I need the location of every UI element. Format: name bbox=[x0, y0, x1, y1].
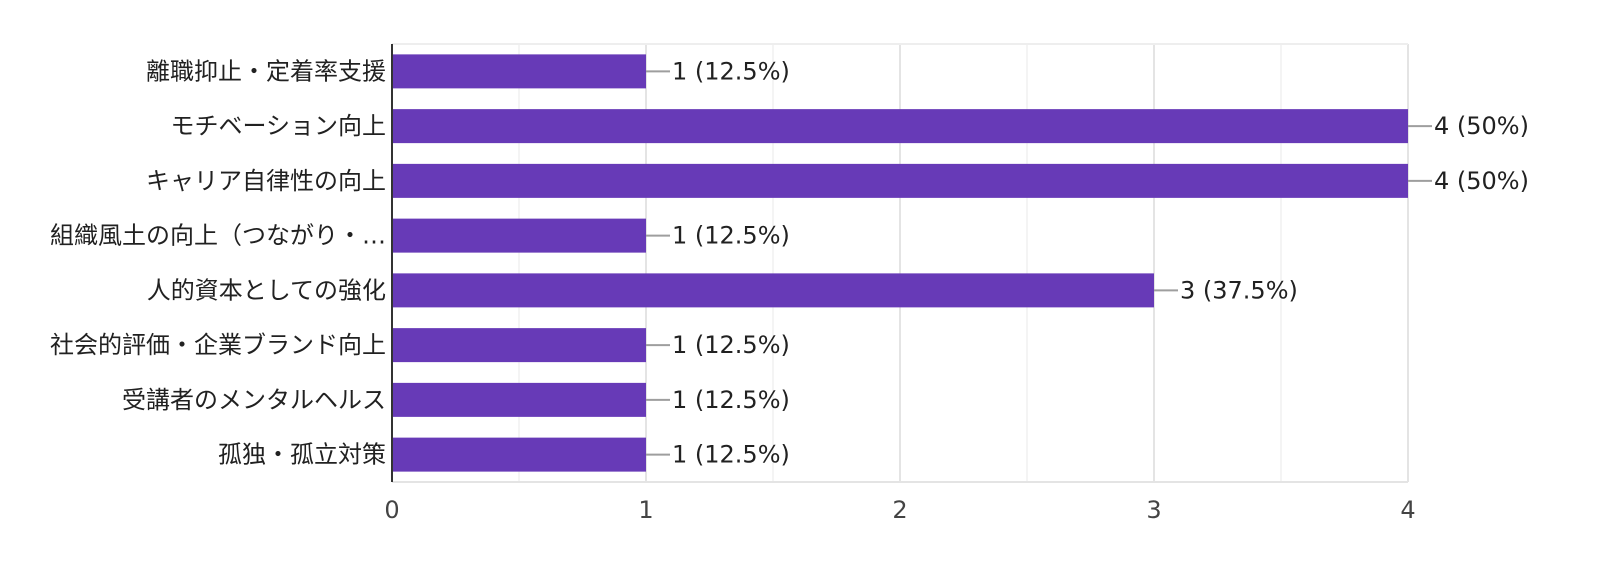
category-label: キャリア自律性の向上 bbox=[146, 167, 386, 195]
x-tick-label: 4 bbox=[1400, 496, 1415, 524]
data-label: 1 (12.5%) bbox=[672, 331, 790, 359]
bar bbox=[392, 54, 646, 89]
bar bbox=[392, 437, 646, 472]
bar bbox=[392, 273, 1154, 308]
data-label: 1 (12.5%) bbox=[672, 386, 790, 414]
bar bbox=[392, 163, 1408, 198]
data-label: 1 (12.5%) bbox=[672, 57, 790, 85]
category-label: 社会的評価・企業ブランド向上 bbox=[50, 331, 386, 359]
data-label: 3 (37.5%) bbox=[1180, 276, 1298, 304]
bars bbox=[392, 54, 1408, 472]
x-tick-label: 0 bbox=[384, 496, 399, 524]
category-label: 離職抑止・定着率支援 bbox=[146, 57, 386, 85]
category-label: 人的資本としての強化 bbox=[147, 276, 386, 304]
x-tick-label: 2 bbox=[892, 496, 907, 524]
category-label: 受講者のメンタルヘルス bbox=[122, 386, 386, 414]
axes: 0 1 2 3 4 bbox=[384, 44, 1416, 524]
x-tick-label: 3 bbox=[1146, 496, 1161, 524]
labels: 離職抑止・定着率支援 1 (12.5%) モチベーション向上 4 (50%) キャリア自… bbox=[50, 57, 1529, 468]
bar bbox=[392, 328, 646, 363]
bar bbox=[392, 218, 646, 253]
data-label: 4 (50%) bbox=[1434, 112, 1529, 140]
data-label: 1 (12.5%) bbox=[672, 441, 790, 469]
category-label: 組織風土の向上（つながり・… bbox=[50, 222, 386, 250]
data-label: 4 (50%) bbox=[1434, 167, 1529, 195]
bar bbox=[392, 109, 1408, 144]
bar bbox=[392, 382, 646, 417]
x-tick-label: 1 bbox=[638, 496, 653, 524]
data-label: 1 (12.5%) bbox=[672, 222, 790, 250]
category-label: モチベーション向上 bbox=[170, 112, 386, 140]
category-label: 孤独・孤立対策 bbox=[218, 441, 386, 469]
